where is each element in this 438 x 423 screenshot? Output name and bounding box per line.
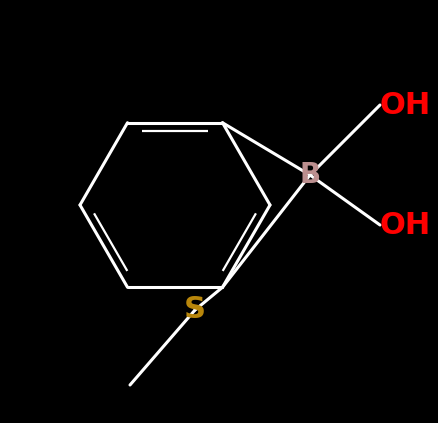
Text: S: S: [184, 296, 205, 324]
Text: OH: OH: [379, 211, 430, 239]
Text: OH: OH: [379, 91, 430, 120]
Text: B: B: [299, 161, 320, 189]
